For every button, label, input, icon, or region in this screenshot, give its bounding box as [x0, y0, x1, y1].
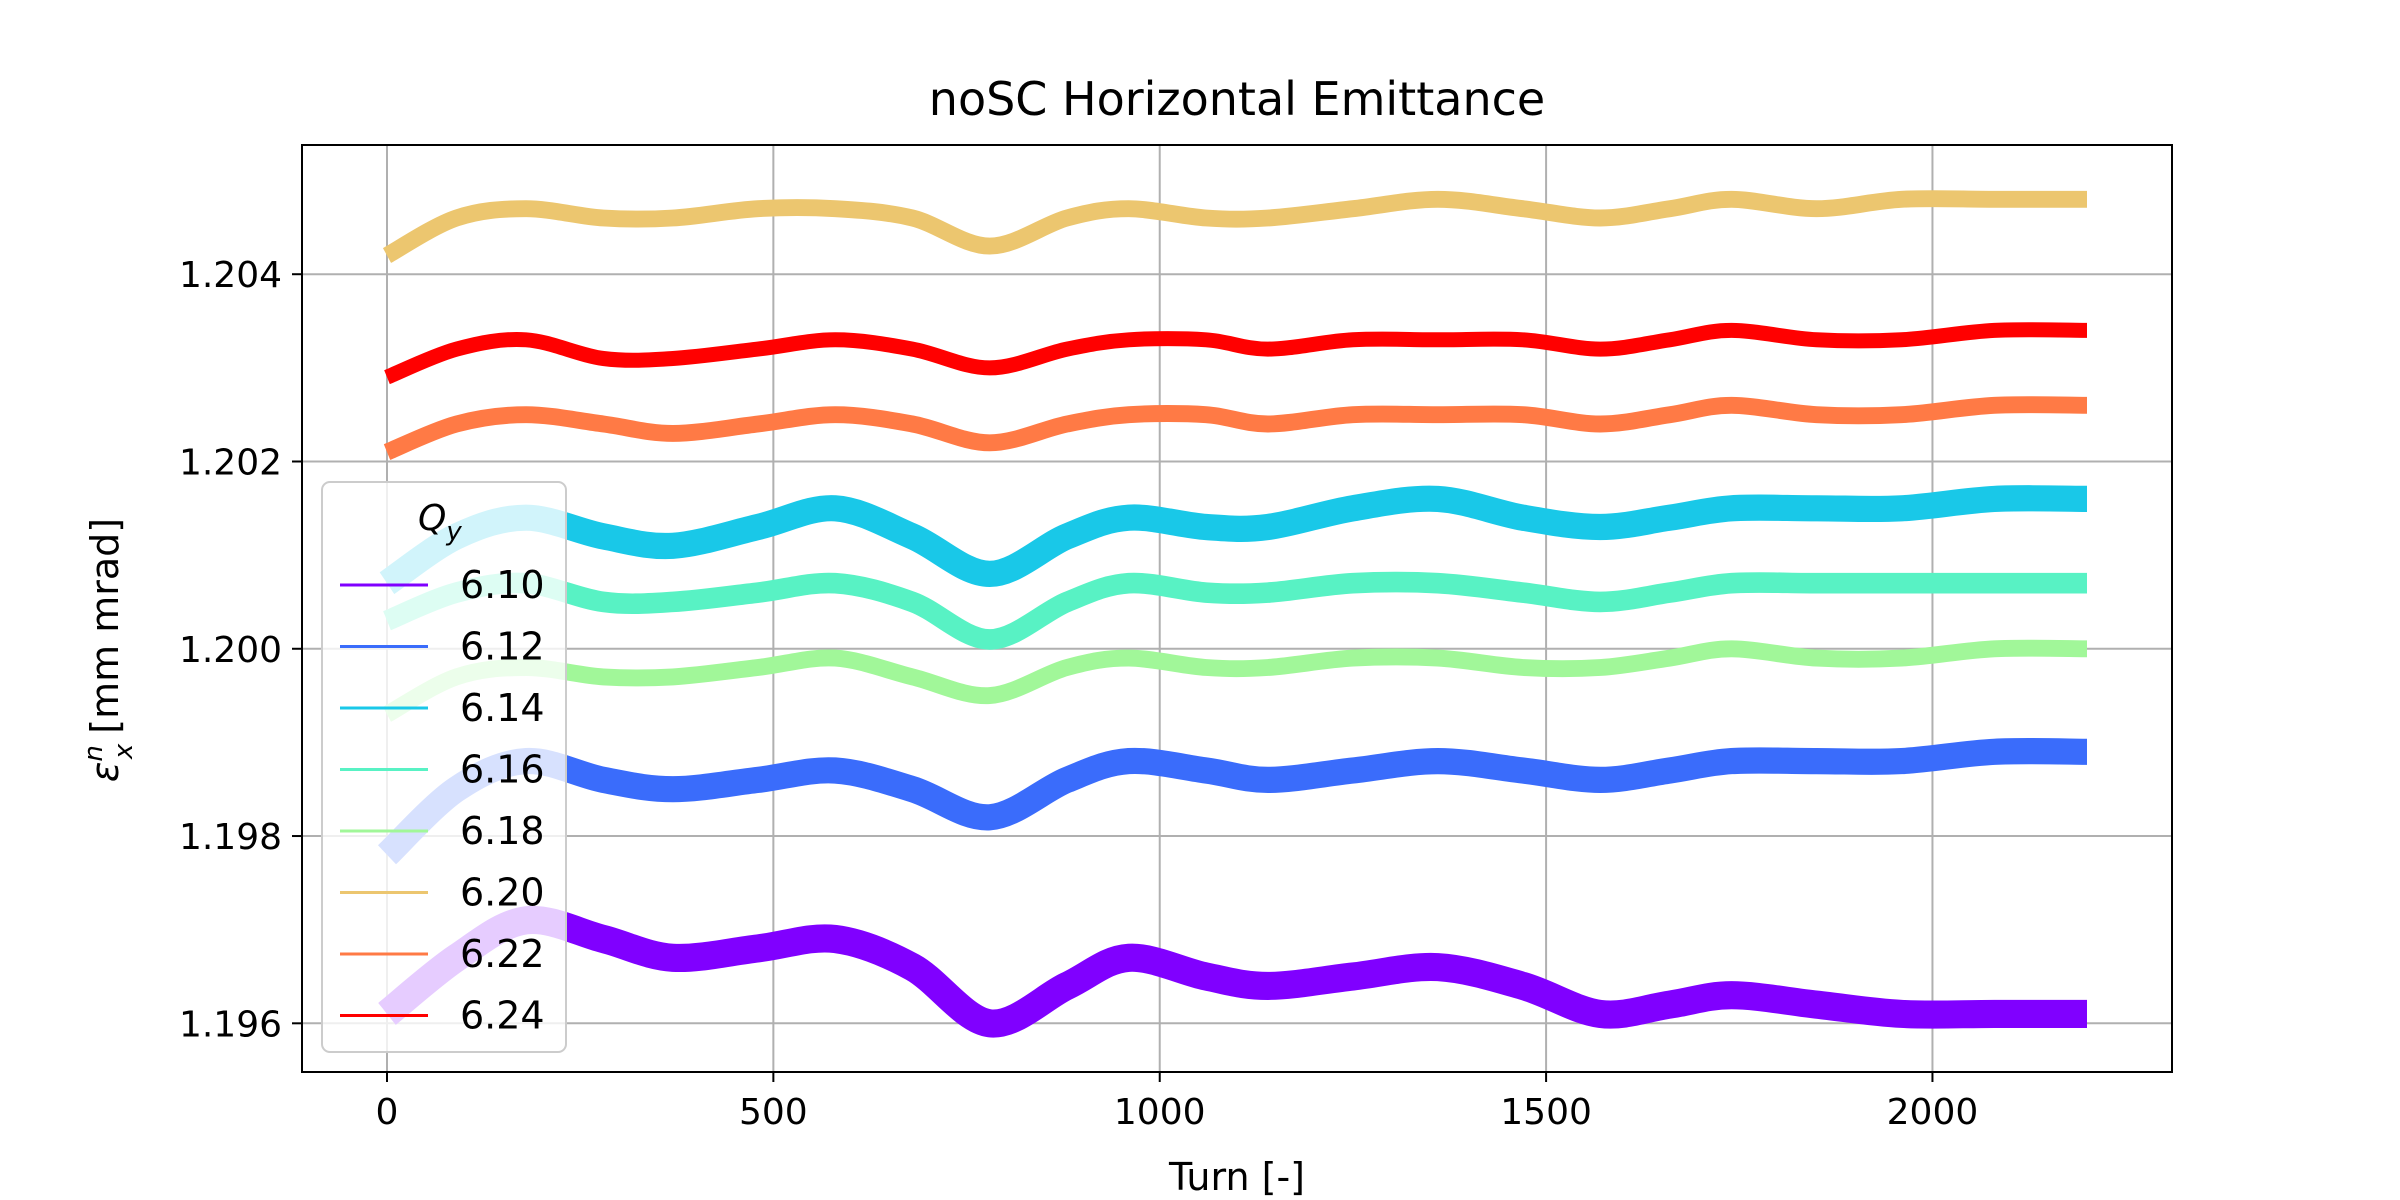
series-band-6-16 — [382, 571, 2087, 650]
y-axis-subscript: x — [109, 743, 139, 760]
legend-label: 6.20 — [460, 871, 545, 915]
y-tick-label: 1.198 — [179, 817, 282, 858]
y-tick-label: 1.200 — [179, 630, 282, 671]
series-band-6-22 — [383, 396, 2088, 460]
y-axis-label: εnx [mm mrad] — [79, 518, 139, 782]
y-tick-label: 1.202 — [179, 442, 282, 483]
legend-label: 6.24 — [460, 994, 545, 1038]
legend-title: Qy — [418, 498, 462, 547]
series-band-6-24 — [384, 322, 2088, 385]
y-axis-symbol: ε — [83, 762, 127, 783]
series-bands — [377, 190, 2088, 1038]
y-axis-superscript: n — [79, 745, 109, 761]
x-axis-label: Turn [-] — [1168, 1155, 1305, 1199]
legend-label: 6.12 — [460, 625, 545, 669]
legend-label: 6.10 — [460, 563, 545, 607]
legend-label: 6.18 — [460, 809, 545, 853]
axis-ticks: 0 500 1000 1500 2000 1.196 1.198 1.200 1.202 1.20… — [179, 255, 1978, 1133]
x-tick-label: 1000 — [1114, 1092, 1206, 1133]
legend-label: 6.16 — [460, 748, 545, 792]
y-axis-units: [mm mrad] — [83, 518, 127, 734]
grid-lines — [302, 145, 2172, 1072]
series-band-6-10 — [378, 905, 2087, 1038]
chart-title: noSC Horizontal Emittance — [929, 72, 1545, 126]
series-band-6-18 — [382, 639, 2088, 722]
x-tick-label: 0 — [376, 1092, 399, 1133]
series-band-6-20 — [382, 190, 2087, 263]
plot-frame — [301, 144, 2173, 1073]
y-tick-label: 1.196 — [179, 1004, 282, 1045]
legend: Qy 6.10 6.12 6.14 6.16 6.18 6.20 6.22 6.24 — [321, 481, 567, 1053]
x-tick-label: 500 — [739, 1092, 808, 1133]
legend-title-q: Q — [418, 498, 446, 539]
series-band-6-12 — [377, 737, 2088, 865]
legend-label: 6.14 — [460, 686, 545, 730]
x-tick-label: 2000 — [1887, 1092, 1979, 1133]
legend-title-sub: y — [445, 517, 462, 547]
y-tick-label: 1.204 — [179, 255, 282, 296]
legend-label: 6.22 — [460, 932, 545, 976]
x-tick-label: 1500 — [1500, 1092, 1592, 1133]
svg-text:εnx[mm mrad]: εnx [mm mrad] — [79, 518, 139, 782]
legend-items: 6.10 6.12 6.14 6.16 6.18 6.20 6.22 6.24 — [340, 563, 545, 1038]
legend-box — [321, 481, 567, 1053]
series-band-6-14 — [379, 485, 2088, 595]
